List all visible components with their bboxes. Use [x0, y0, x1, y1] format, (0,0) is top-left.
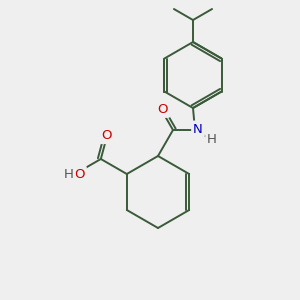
Text: O: O: [101, 129, 112, 142]
Text: H: H: [64, 167, 74, 181]
Text: O: O: [74, 167, 85, 181]
Text: H: H: [207, 133, 217, 146]
Text: O: O: [158, 103, 168, 116]
Text: N: N: [193, 122, 203, 136]
